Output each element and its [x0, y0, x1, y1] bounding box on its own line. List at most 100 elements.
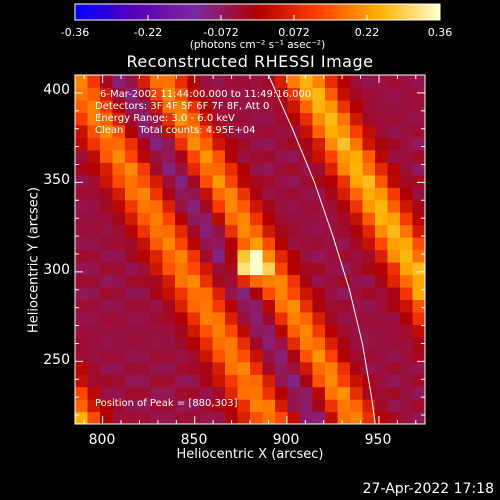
- heatmap-cell: [350, 262, 364, 276]
- y-tick-label: 350: [43, 172, 70, 188]
- heatmap-cell: [262, 299, 276, 313]
- heatmap-cell: [300, 286, 314, 300]
- heatmap-cell: [187, 274, 201, 288]
- heatmap-cell: [375, 374, 389, 388]
- heatmap-cell: [312, 399, 326, 413]
- heatmap-cell: [225, 249, 239, 263]
- heatmap-cell: [300, 187, 314, 201]
- heatmap-cell: [225, 374, 239, 388]
- heatmap-cell: [337, 87, 351, 101]
- heatmap-cell: [250, 237, 264, 251]
- heatmap-cell: [337, 349, 351, 363]
- heatmap-cell: [337, 224, 351, 238]
- heatmap-cell: [100, 399, 114, 413]
- heatmap-cell: [300, 311, 314, 325]
- heatmap-cell: [375, 149, 389, 163]
- heatmap-cell: [375, 199, 389, 213]
- heatmap-cell: [87, 262, 101, 276]
- heatmap-cell: [375, 112, 389, 126]
- heatmap-cell: [100, 75, 114, 89]
- heatmap-cell: [75, 311, 89, 325]
- heatmap-cell: [350, 75, 364, 89]
- heatmap-cell: [412, 149, 425, 163]
- heatmap-cell: [337, 162, 351, 176]
- heatmap-cell: [100, 174, 114, 188]
- heatmap-cell: [300, 112, 314, 126]
- heatmap-cell: [312, 249, 326, 263]
- heatmap-cell: [337, 286, 351, 300]
- heatmap-cell: [112, 336, 126, 350]
- heatmap-cell: [412, 124, 425, 138]
- heatmap-cell: [175, 237, 189, 251]
- heatmap-cell: [175, 112, 189, 126]
- heatmap-cell: [175, 75, 189, 89]
- heatmap-cell: [312, 75, 326, 89]
- heatmap-cell: [262, 87, 276, 101]
- heatmap-cell: [175, 286, 189, 300]
- heatmap-cell: [237, 299, 251, 313]
- chart-title: Reconstructed RHESSI Image: [126, 52, 374, 71]
- heatmap-cell: [387, 311, 401, 325]
- heatmap-cell: [100, 386, 114, 400]
- heatmap-cell: [187, 324, 201, 338]
- heatmap-cell: [162, 99, 176, 113]
- heatmap-cell: [162, 411, 176, 424]
- heatmap-cell: [100, 112, 114, 126]
- heatmap-cell: [375, 137, 389, 151]
- heatmap-cell: [300, 149, 314, 163]
- heatmap-cell: [200, 237, 214, 251]
- heatmap-cell: [100, 349, 114, 363]
- heatmap-cell: [162, 324, 176, 338]
- heatmap-cell: [162, 374, 176, 388]
- heatmap-cell: [137, 87, 151, 101]
- heatmap-cell: [187, 149, 201, 163]
- heatmap-cell: [212, 75, 226, 89]
- heatmap-cell: [287, 299, 301, 313]
- heatmap-cell: [87, 349, 101, 363]
- heatmap-cell: [100, 162, 114, 176]
- heatmap-cell: [200, 99, 214, 113]
- heatmap-cell: [275, 336, 289, 350]
- heatmap-cell: [350, 286, 364, 300]
- heatmap-cell: [350, 99, 364, 113]
- heatmap-cell: [75, 224, 89, 238]
- heatmap-cell: [187, 286, 201, 300]
- heatmap-cell: [212, 274, 226, 288]
- heatmap-cell: [387, 174, 401, 188]
- heatmap-cell: [387, 187, 401, 201]
- heatmap-cell: [250, 99, 264, 113]
- heatmap-cell: [200, 411, 214, 424]
- x-tick-label: 900: [272, 432, 300, 448]
- heatmap-cell: [150, 274, 164, 288]
- heatmap-cell: [312, 237, 326, 251]
- heatmap-cell: [162, 199, 176, 213]
- heatmap-cell: [325, 124, 339, 138]
- heatmap-cell: [137, 311, 151, 325]
- heatmap-cell: [212, 324, 226, 338]
- heatmap-cell: [350, 124, 364, 138]
- heatmap-cell: [262, 199, 276, 213]
- heatmap-cell: [237, 124, 251, 138]
- heatmap-cell: [112, 137, 126, 151]
- heatmap-cell: [187, 174, 201, 188]
- heatmap-cell: [400, 212, 414, 226]
- heatmap-cell: [187, 349, 201, 363]
- heatmap-cell: [112, 349, 126, 363]
- heatmap-cell: [125, 349, 139, 363]
- heatmap-cell: [375, 262, 389, 276]
- heatmap-cell: [250, 112, 264, 126]
- heatmap-cell: [237, 224, 251, 238]
- heatmap-cell: [300, 87, 314, 101]
- heatmap-cell: [287, 187, 301, 201]
- heatmap-cell: [275, 112, 289, 126]
- heatmap-cell: [387, 349, 401, 363]
- heatmap-cell: [200, 249, 214, 263]
- heatmap-cell: [362, 324, 376, 338]
- heatmap-cell: [250, 324, 264, 338]
- heatmap-cell: [412, 286, 425, 300]
- heatmap-cell: [200, 187, 214, 201]
- heatmap-cell: [350, 324, 364, 338]
- heatmap-cell: [212, 187, 226, 201]
- heatmap-cell: [212, 237, 226, 251]
